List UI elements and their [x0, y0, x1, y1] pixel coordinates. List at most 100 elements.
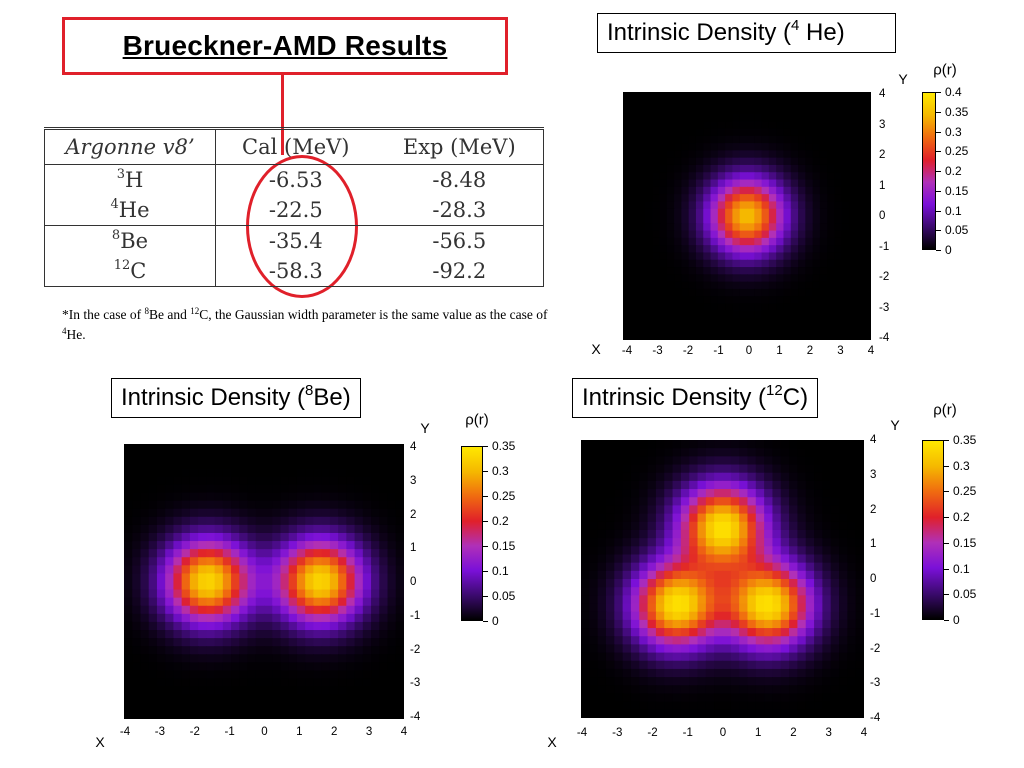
- density-cell: [346, 549, 356, 558]
- density-cell: [688, 216, 697, 224]
- density-cell: [776, 216, 785, 224]
- density-cell: [637, 310, 646, 319]
- density-cell: [346, 484, 356, 494]
- density-cell: [747, 513, 757, 523]
- density-cell: [264, 565, 273, 575]
- density-cell: [231, 670, 240, 680]
- density-cell: [827, 303, 836, 312]
- density-cell: [630, 237, 639, 246]
- density-cell: [834, 274, 843, 283]
- density-cell: [231, 557, 240, 566]
- density-cell: [732, 113, 741, 122]
- density-cell: [689, 521, 699, 531]
- density-cell: [659, 303, 668, 312]
- density-cell: [247, 444, 257, 453]
- density-cell: [652, 296, 661, 305]
- density-cell: [379, 621, 389, 631]
- density-cell: [189, 524, 199, 534]
- density-cell: [140, 613, 150, 623]
- density-cell: [764, 529, 774, 539]
- density-cell: [666, 164, 675, 173]
- density-cell: [827, 135, 836, 144]
- density-cell: [847, 677, 857, 686]
- density-cell: [674, 143, 682, 151]
- density-cell: [830, 562, 840, 572]
- density-cell: [255, 694, 265, 704]
- density-cell: [189, 670, 199, 680]
- density-cell: [798, 172, 806, 181]
- density-cell: [296, 702, 306, 712]
- density-cell: [623, 230, 631, 239]
- density-cell: [198, 468, 207, 477]
- density-cell: [659, 164, 668, 173]
- density-cell: [732, 303, 741, 312]
- density-cell: [689, 709, 699, 718]
- density-cell: [681, 252, 690, 261]
- density-cell: [132, 646, 142, 655]
- density-cell: [132, 492, 142, 502]
- density-cell: [717, 208, 726, 217]
- density-cell: [247, 573, 257, 583]
- density-cell: [790, 259, 799, 268]
- density-cell: [732, 164, 741, 173]
- density-cell: [239, 476, 249, 486]
- density-cell: [754, 281, 763, 290]
- colorbar-tick: [483, 521, 488, 522]
- colorbar-tick: [483, 471, 488, 472]
- density-cell: [705, 538, 715, 547]
- density-cell: [697, 554, 707, 564]
- density-cell: [856, 281, 865, 290]
- density-cell: [783, 325, 792, 334]
- density-cell: [622, 456, 632, 466]
- density-cell: [148, 452, 158, 461]
- density-cell: [264, 597, 273, 607]
- density-cell: [768, 135, 777, 144]
- density-cell: [132, 573, 142, 583]
- density-cell: [725, 92, 734, 100]
- density-cell: [780, 448, 790, 457]
- density-cell: [681, 259, 690, 268]
- density-cell: [189, 484, 199, 494]
- density-cell: [688, 172, 697, 181]
- density-cell: [206, 662, 216, 672]
- density-cell: [855, 677, 864, 686]
- colorbar-tick: [944, 465, 949, 467]
- density-cell: [255, 621, 265, 631]
- density-cell: [689, 628, 699, 637]
- density-cell: [247, 516, 257, 526]
- density-cell: [148, 686, 158, 696]
- density-cell: [354, 565, 364, 575]
- density-cell: [672, 554, 682, 564]
- density-cell: [148, 621, 158, 631]
- density-cell: [849, 194, 858, 203]
- density-cell: [659, 223, 668, 232]
- density-cell: [814, 497, 823, 507]
- density-cell: [780, 644, 790, 654]
- density-cell: [387, 476, 397, 486]
- density-cell: [264, 678, 273, 688]
- density-cell: [739, 480, 749, 490]
- x-tick-label: -3: [652, 345, 663, 357]
- density-cell: [597, 652, 607, 662]
- density-cell: [764, 579, 774, 588]
- density-cell: [703, 332, 712, 340]
- density-cell: [798, 303, 806, 312]
- density-cell: [189, 508, 199, 518]
- density-cell: [346, 670, 356, 680]
- density-cell: [655, 701, 665, 711]
- density-cell: [839, 660, 848, 670]
- density-cell: [597, 693, 607, 703]
- density-cell: [165, 468, 175, 477]
- density-cell: [659, 186, 668, 195]
- density-cell: [764, 693, 774, 703]
- density-cell: [747, 440, 757, 449]
- density-cell: [637, 267, 646, 275]
- density-cell: [622, 554, 632, 564]
- density-cell: [321, 492, 331, 502]
- density-cell: [655, 611, 665, 621]
- density-cell: [834, 157, 843, 166]
- density-cell: [329, 549, 339, 558]
- density-cell: [637, 281, 646, 290]
- density-cell: [589, 472, 599, 482]
- density-cell: [797, 579, 807, 588]
